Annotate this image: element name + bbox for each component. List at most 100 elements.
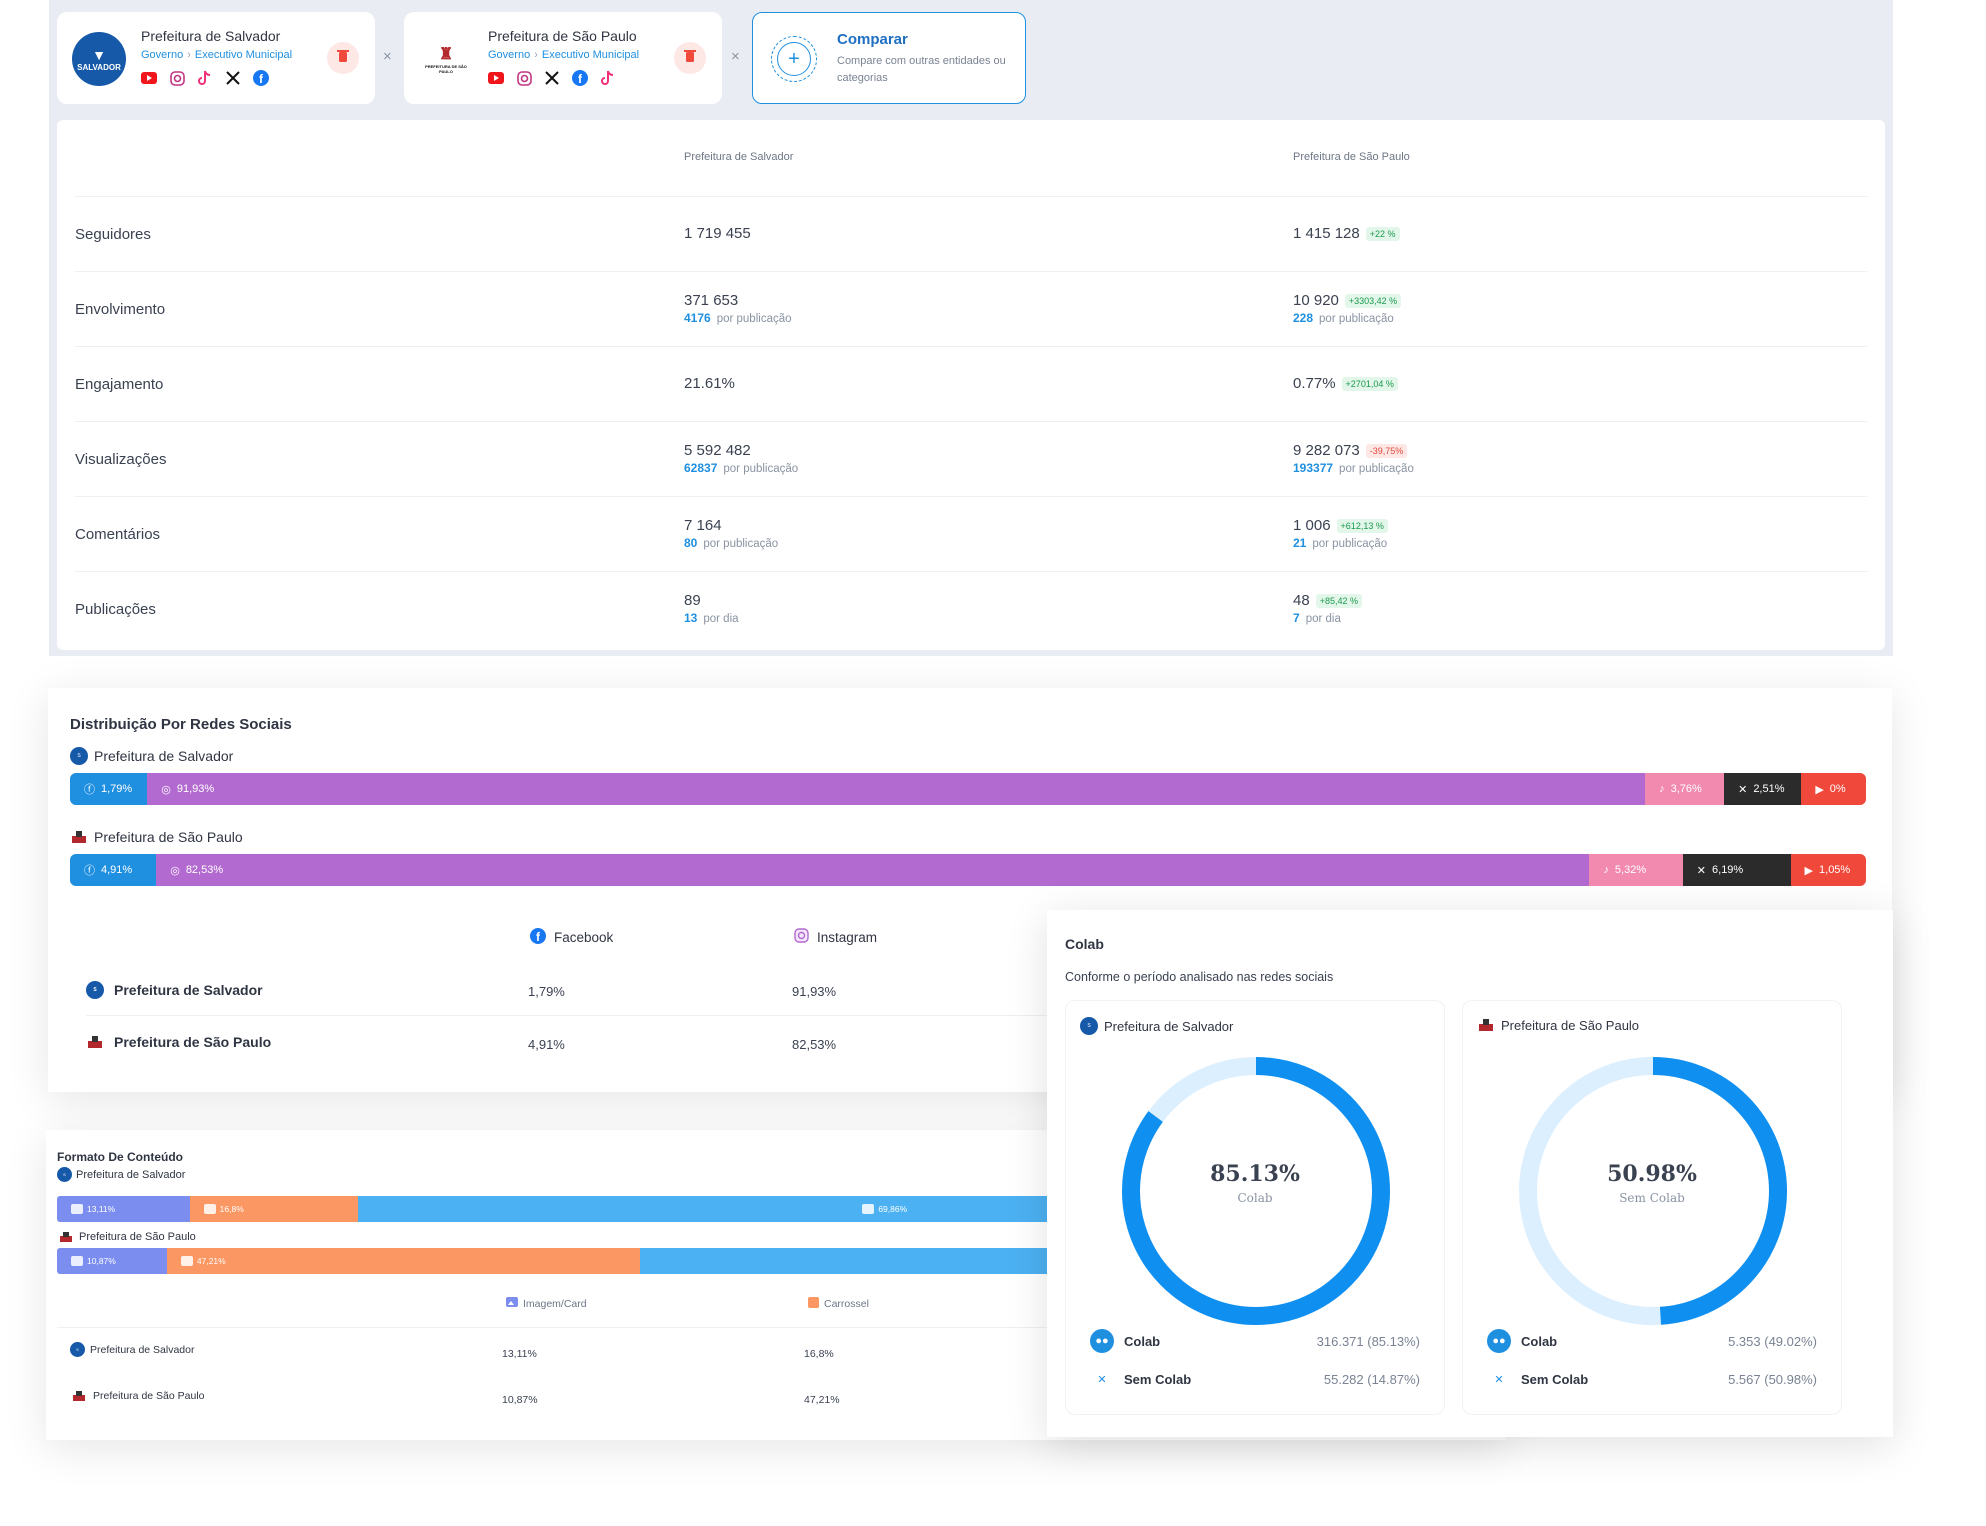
legend-row-colab: ●● Colab 316.371 (85.13%) xyxy=(1090,1329,1420,1353)
table-cell: 82,53% xyxy=(792,1037,837,1052)
metric-value: 89 xyxy=(684,592,701,609)
bar-segment[interactable]: ♪ 5,32% xyxy=(1589,854,1683,886)
segment-label: 82,53% xyxy=(185,864,224,876)
bar-segment[interactable]: ◎ 91,93% xyxy=(147,773,1646,805)
metric-label: Seguidores xyxy=(75,226,151,243)
breadcrumb-category[interactable]: Governo xyxy=(488,49,531,61)
bar-segment[interactable]: ♪ 3,76% xyxy=(1645,773,1725,805)
segment-label: 47,21% xyxy=(196,1256,226,1266)
column-header-facebook: f Facebook xyxy=(530,928,613,947)
entity-name: Prefeitura de Salvador xyxy=(141,28,281,44)
youtube-icon[interactable] xyxy=(141,70,157,86)
facebook-icon[interactable]: f xyxy=(253,70,269,86)
bar-segment[interactable]: ✕ 6,19% xyxy=(1682,854,1791,886)
metric-row: Envolvimento 371 653 4176 por publicação 10 … xyxy=(75,271,1867,346)
metric-sub: 13 por dia xyxy=(684,611,739,625)
carousel-icon xyxy=(808,1297,819,1311)
tiktok-icon: ♪ xyxy=(1659,783,1665,795)
chevron-right-icon: › xyxy=(534,49,538,61)
youtube-icon[interactable] xyxy=(488,70,504,86)
breadcrumb-category[interactable]: Governo xyxy=(141,49,184,61)
segment-label: 1,05% xyxy=(1819,864,1851,876)
add-icon: + xyxy=(771,36,817,82)
facebook-icon: f xyxy=(530,928,546,947)
separator-icon: × xyxy=(383,48,392,65)
segment-label: 2,51% xyxy=(1753,783,1785,795)
table-row-name: Prefeitura de São Paulo xyxy=(70,1388,205,1404)
remove-entity-button[interactable] xyxy=(674,42,706,74)
legend-value: 5.567 (50.98%) xyxy=(1728,1371,1817,1387)
legend-value: 316.371 (85.13%) xyxy=(1316,1333,1420,1349)
colab-card: Colab Conforme o período analisado nas r… xyxy=(1047,910,1893,1437)
users-off-icon: ✕ xyxy=(1487,1367,1511,1391)
format-icon xyxy=(203,1204,216,1214)
bar-segment[interactable]: ◎ 82,53% xyxy=(156,854,1590,886)
column-header-instagram: Instagram xyxy=(794,928,877,946)
donut-arc[interactable] xyxy=(1122,1057,1390,1325)
donut-chart xyxy=(1122,1057,1390,1325)
salvador-logo: ▼ SALVADOR xyxy=(72,32,126,86)
x-icon[interactable] xyxy=(225,70,241,86)
bar-segment[interactable]: ⓕ 1,79% xyxy=(70,773,148,805)
breadcrumb-subcategory[interactable]: Executivo Municipal xyxy=(194,49,293,61)
bar-segment[interactable]: 16,8% xyxy=(189,1196,359,1222)
bar-segment[interactable]: 10,87% xyxy=(57,1248,167,1274)
donut-center: 50.98% Sem Colab xyxy=(1463,1161,1841,1205)
donut-chart xyxy=(1519,1057,1787,1325)
entity-card-sao-paulo[interactable]: ♜ PREFEITURA DE SÃO PAULO Prefeitura de S… xyxy=(404,12,722,104)
salvador-logo: S xyxy=(70,747,88,765)
card-subtitle: Conforme o período analisado nas redes s… xyxy=(1065,970,1334,984)
users-icon: ●● xyxy=(1487,1329,1511,1353)
compare-button[interactable]: + Comparar Compare com outras entidades … xyxy=(752,12,1026,104)
metric-label: Visualizações xyxy=(75,451,167,468)
svg-text:f: f xyxy=(259,72,264,86)
change-badge: +3303,42 % xyxy=(1344,294,1402,309)
bar-segment[interactable]: ⓕ 4,91% xyxy=(70,854,157,886)
sao-paulo-logo xyxy=(86,1034,104,1050)
salvador-logo: S xyxy=(86,981,104,999)
bar-segment[interactable]: 13,11% xyxy=(57,1196,190,1222)
metric-row: Engajamento 21.61% 0.77% +2701,04 % xyxy=(75,346,1867,421)
bar-segment[interactable]: ✕ 2,51% xyxy=(1724,773,1802,805)
donut-card-salvador: S Prefeitura de Salvador 85.13% Colab ●● … xyxy=(1065,1000,1445,1415)
bar-segment[interactable]: ▶ 0% xyxy=(1801,773,1866,805)
tiktok-icon[interactable] xyxy=(197,70,213,86)
metric-value: 48 +85,42 % xyxy=(1293,592,1362,609)
breadcrumb: Governo › Executivo Municipal xyxy=(488,49,639,61)
metric-value: 5 592 482 xyxy=(684,442,751,459)
social-icons: f xyxy=(141,70,269,86)
entity-label: S Prefeitura de Salvador xyxy=(70,747,233,765)
instagram-icon[interactable] xyxy=(169,70,185,86)
change-badge: +85,42 % xyxy=(1315,594,1362,609)
entity-label: S Prefeitura de Salvador xyxy=(57,1167,185,1182)
image-icon xyxy=(506,1297,518,1310)
bar-segment[interactable]: ▶ 1,05% xyxy=(1790,854,1866,886)
bar-segment[interactable]: 47,21% xyxy=(166,1248,640,1274)
donut-card-sao-paulo: Prefeitura de São Paulo 50.98% Sem Colab… xyxy=(1462,1000,1842,1415)
metric-value: 9 282 073 -39,75% xyxy=(1293,442,1408,459)
metric-label: Engajamento xyxy=(75,376,164,393)
breadcrumb: Governo › Executivo Municipal xyxy=(141,49,292,61)
table-row-name: S Prefeitura de Salvador xyxy=(70,1342,194,1357)
segment-label: 4,91% xyxy=(101,864,133,876)
metric-sub: 4176 por publicação xyxy=(684,311,792,325)
facebook-icon: ⓕ xyxy=(84,784,95,796)
change-badge: -39,75% xyxy=(1365,444,1408,459)
facebook-icon[interactable]: f xyxy=(572,70,588,86)
metric-row: Publicações 89 13 por dia 48 +85,42 % 7 por dia xyxy=(75,571,1867,646)
sao-paulo-logo xyxy=(70,1388,88,1404)
donut-arc[interactable] xyxy=(1519,1057,1787,1325)
segment-label: 13,11% xyxy=(87,1204,116,1214)
remove-entity-button[interactable] xyxy=(327,42,359,74)
stacked-bar: ⓕ 1,79% ◎ 91,93% ♪ 3,76% ✕ 2,51% ▶ 0% xyxy=(70,773,1866,805)
instagram-icon: ◎ xyxy=(170,864,180,877)
metric-row: Seguidores 1 719 455 1 415 128 +22 % xyxy=(75,196,1867,271)
breadcrumb-subcategory[interactable]: Executivo Municipal xyxy=(541,49,640,61)
entity-card-salvador[interactable]: ▼ SALVADOR Prefeitura de Salvador Governo… xyxy=(57,12,375,104)
trash-icon xyxy=(337,49,349,67)
tiktok-icon[interactable] xyxy=(600,70,616,86)
instagram-icon[interactable] xyxy=(516,70,532,86)
metric-value: 0.77% +2701,04 % xyxy=(1293,375,1398,392)
metric-value: 7 164 xyxy=(684,517,722,534)
x-icon[interactable] xyxy=(544,70,560,86)
